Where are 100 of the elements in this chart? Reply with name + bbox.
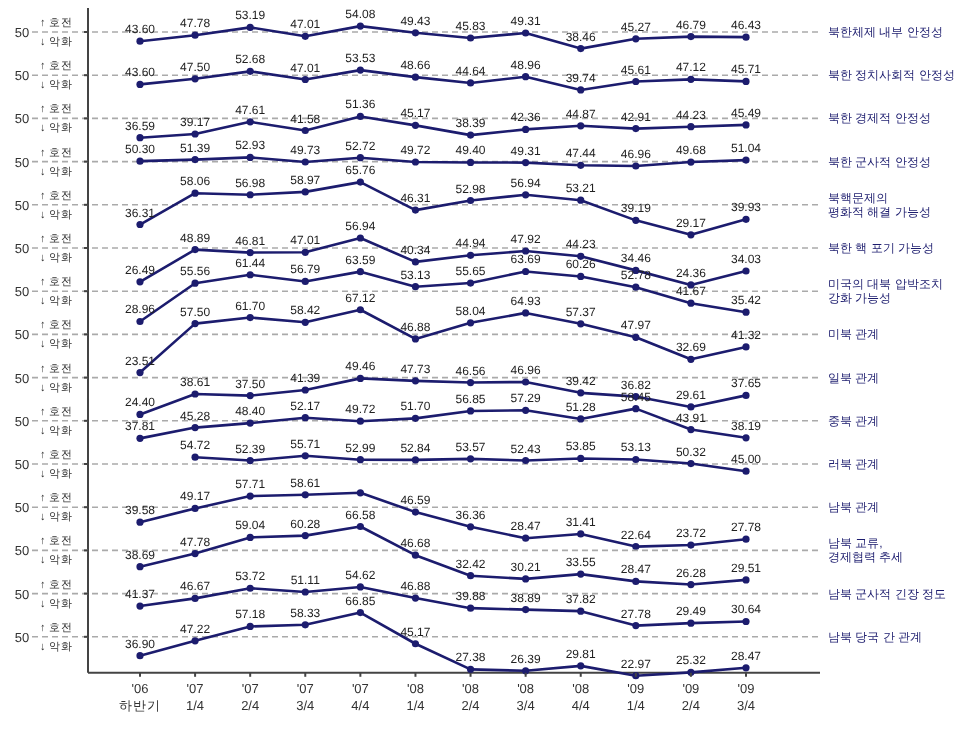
point — [356, 306, 364, 314]
point — [411, 121, 420, 129]
point — [466, 604, 475, 612]
point — [687, 580, 695, 589]
point — [136, 410, 144, 419]
point — [742, 267, 750, 275]
point — [191, 75, 199, 83]
point — [742, 215, 750, 223]
point — [356, 456, 364, 464]
point — [301, 621, 309, 629]
point — [301, 248, 309, 256]
point — [466, 79, 475, 87]
point — [411, 377, 420, 385]
point — [191, 594, 199, 602]
point — [577, 662, 585, 670]
point — [411, 640, 420, 648]
point — [687, 33, 695, 41]
point — [466, 455, 475, 463]
point — [742, 434, 750, 442]
point — [246, 118, 254, 126]
point — [742, 308, 750, 316]
point — [742, 576, 750, 584]
point — [246, 67, 254, 75]
point — [136, 278, 144, 286]
point — [522, 125, 530, 133]
point — [191, 390, 199, 398]
point — [577, 389, 585, 397]
point — [522, 534, 530, 542]
point — [632, 125, 640, 133]
point — [301, 588, 309, 596]
point — [632, 455, 640, 464]
point — [466, 665, 475, 673]
point — [136, 652, 144, 660]
point — [136, 220, 144, 229]
point — [136, 563, 144, 571]
point — [191, 637, 199, 645]
point — [687, 123, 695, 131]
point — [466, 196, 475, 205]
point — [301, 452, 309, 460]
point — [687, 403, 695, 411]
point — [742, 467, 750, 475]
point — [246, 456, 254, 465]
point — [411, 551, 420, 559]
point — [577, 320, 585, 328]
point — [191, 130, 199, 138]
point — [301, 386, 309, 394]
point — [411, 508, 420, 516]
point — [577, 454, 585, 463]
point — [522, 575, 530, 583]
point — [356, 66, 364, 74]
point — [466, 523, 475, 531]
point — [136, 37, 144, 45]
point — [577, 196, 585, 204]
point — [632, 405, 640, 413]
point — [632, 577, 640, 585]
point — [466, 319, 475, 327]
point — [246, 191, 254, 199]
point — [411, 206, 420, 214]
point — [742, 121, 750, 129]
point — [632, 283, 640, 291]
point — [466, 378, 475, 387]
point — [577, 86, 585, 94]
point — [742, 77, 750, 85]
point — [687, 425, 695, 434]
point — [466, 407, 475, 415]
point — [577, 272, 585, 281]
point — [466, 279, 475, 287]
point — [301, 75, 309, 84]
point — [687, 355, 695, 363]
point — [411, 414, 420, 422]
point — [301, 126, 309, 135]
point — [742, 535, 750, 543]
point — [191, 320, 199, 328]
point — [136, 134, 144, 142]
point — [136, 602, 144, 610]
point — [246, 392, 254, 400]
point — [522, 406, 530, 414]
point — [632, 543, 640, 551]
point — [246, 313, 254, 322]
point — [246, 248, 254, 257]
point — [466, 34, 475, 42]
point — [411, 456, 420, 464]
point — [632, 216, 640, 224]
point — [522, 456, 530, 465]
point — [411, 335, 420, 343]
point — [301, 491, 309, 499]
point — [246, 419, 254, 427]
point — [246, 23, 254, 32]
point — [356, 522, 364, 531]
point — [687, 231, 695, 239]
point — [577, 530, 585, 538]
point — [191, 424, 199, 432]
point — [411, 73, 420, 81]
point — [191, 279, 199, 287]
point — [136, 434, 144, 442]
point — [301, 188, 309, 196]
point — [466, 131, 475, 139]
point — [356, 112, 364, 121]
point — [356, 583, 364, 591]
point — [522, 606, 530, 614]
